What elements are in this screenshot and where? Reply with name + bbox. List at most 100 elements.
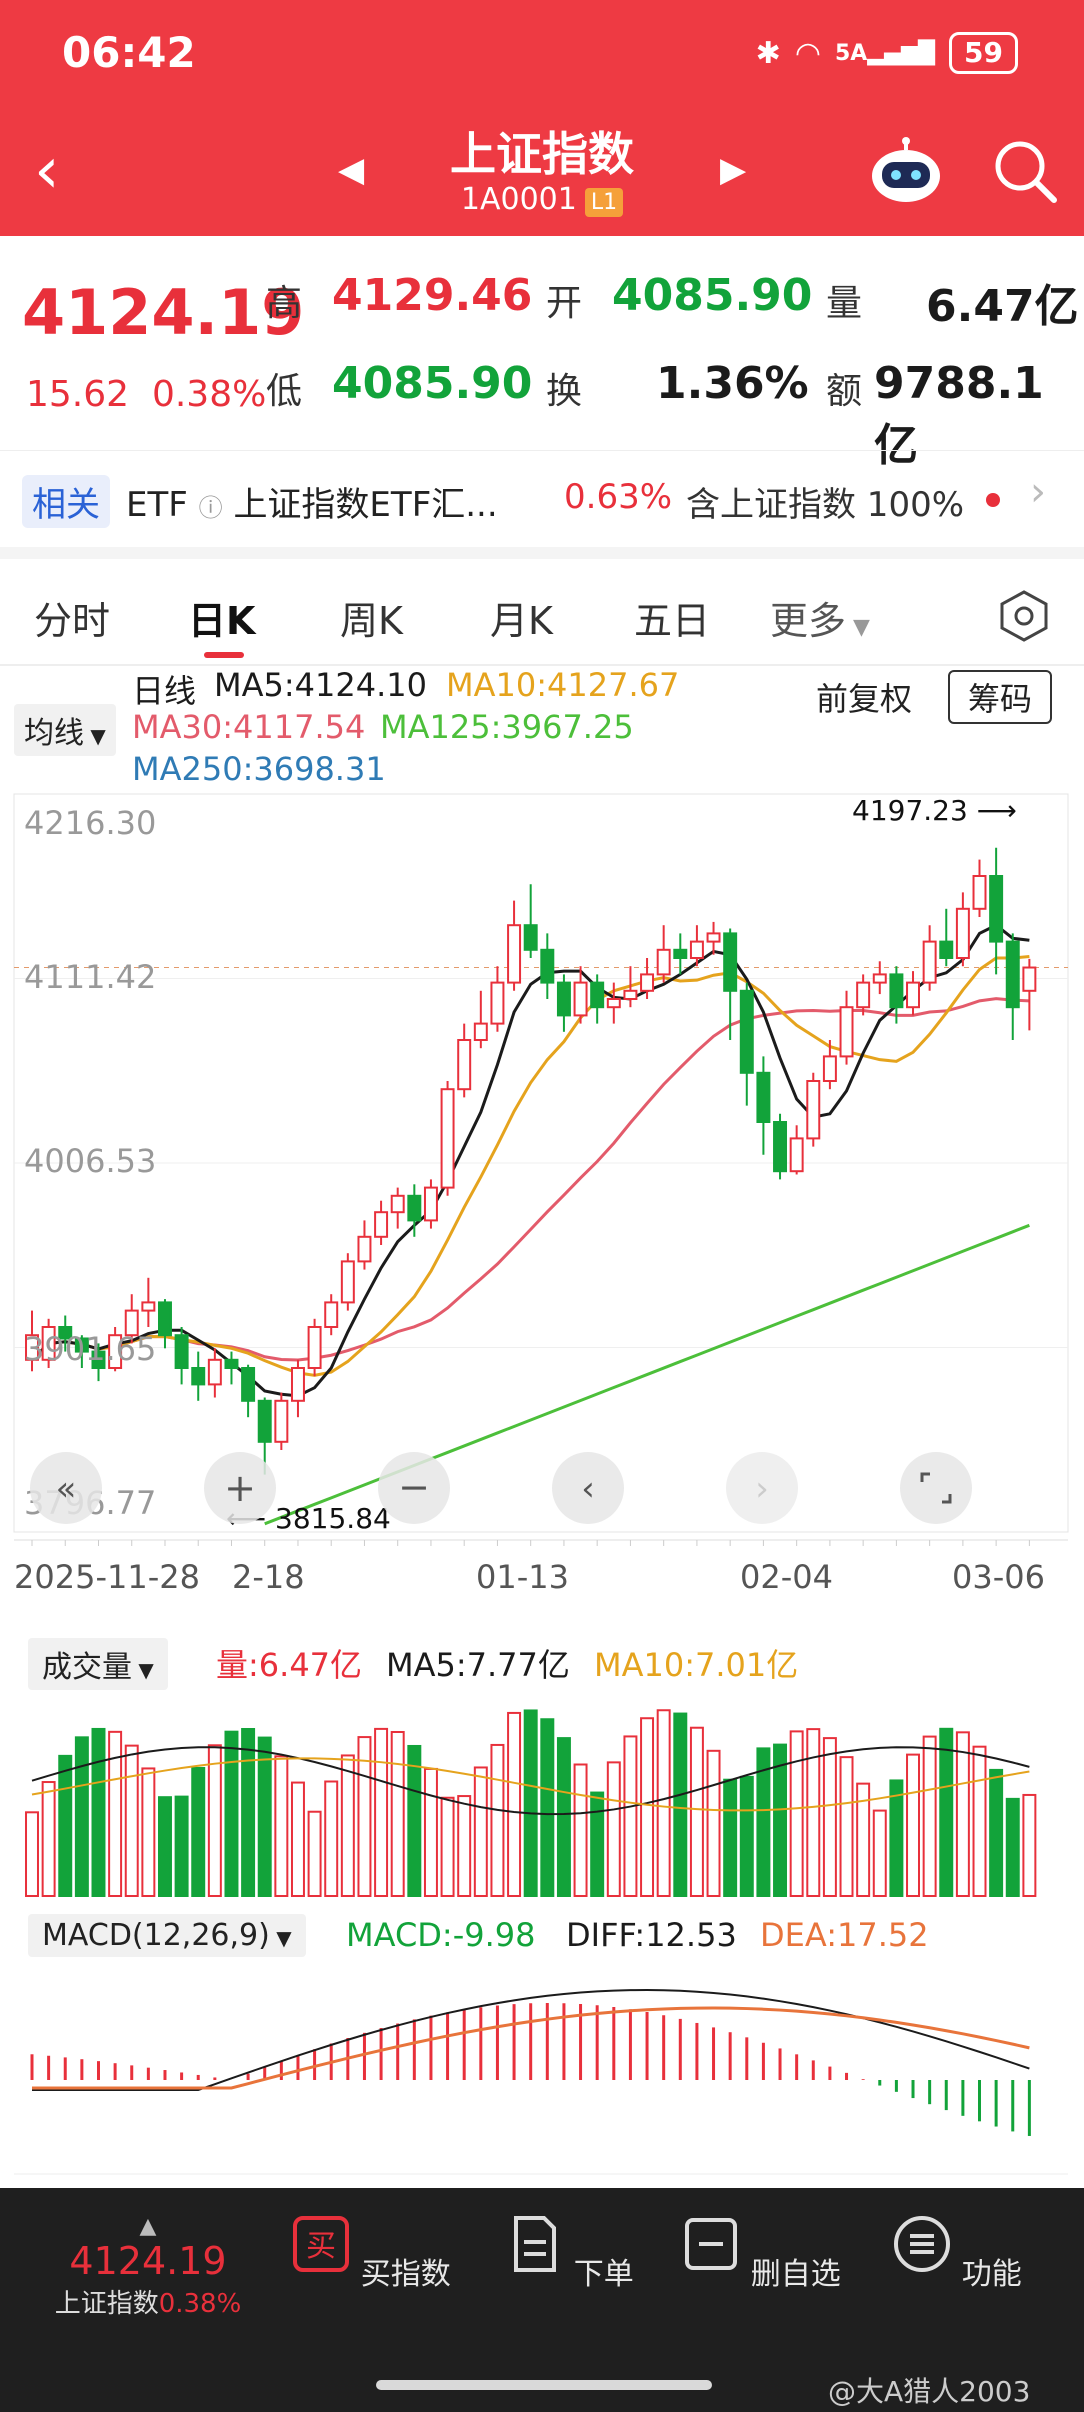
- volume-bar: [773, 1743, 788, 1898]
- tab-daily-k[interactable]: 日K: [188, 599, 256, 643]
- candle-body: [673, 948, 688, 960]
- candle-body: [507, 924, 522, 984]
- volume-bar: [989, 1768, 1004, 1897]
- candle-body: [407, 1194, 422, 1222]
- amount-value: 9788.1亿: [874, 358, 1044, 471]
- tab-weekly-k[interactable]: 周K: [340, 599, 403, 643]
- volume-bar: [789, 1730, 804, 1897]
- volume-bar: [689, 1726, 704, 1898]
- watermark: @大A猎人2003: [828, 2375, 1031, 2408]
- home-indicator[interactable]: [376, 2380, 712, 2390]
- volume-ma5-legend: MA5:7.77亿: [386, 1646, 570, 1684]
- order-button[interactable]: 下单: [484, 2214, 654, 2293]
- kline-chart[interactable]: [0, 780, 1084, 2180]
- volume-bar: [157, 1796, 172, 1897]
- volume-bar: [889, 1779, 904, 1897]
- candle-body: [91, 1350, 106, 1369]
- info-icon[interactable]: ⓘ: [198, 494, 223, 522]
- volume-bar: [141, 1767, 156, 1898]
- volume-bar: [922, 1735, 937, 1897]
- volume-bar: [174, 1795, 189, 1897]
- search-icon[interactable]: [990, 136, 1060, 206]
- candle-body: [257, 1399, 272, 1443]
- fullscreen-icon[interactable]: [896, 1448, 976, 1528]
- candle-body: [689, 940, 704, 960]
- candle-body: [906, 981, 921, 1009]
- zoom-in-icon[interactable]: +: [200, 1448, 280, 1528]
- volume-bar: [423, 1767, 438, 1898]
- turnover-label: 换: [546, 371, 583, 412]
- caret-down-icon: ▼: [84, 724, 106, 748]
- candle-body: [141, 1301, 156, 1312]
- remove-watchlist-button[interactable]: 删自选: [676, 2214, 846, 2293]
- scroll-right-icon[interactable]: ›: [722, 1448, 802, 1528]
- candle-body: [955, 907, 970, 960]
- volume-bar: [58, 1754, 73, 1898]
- macd-selector-button[interactable]: MACD(12,26,9) ▼: [28, 1914, 306, 1957]
- back-icon[interactable]: ‹: [34, 134, 60, 208]
- ma-selector-button[interactable]: 均线 ▼: [14, 704, 116, 756]
- chevron-right-icon[interactable]: ›: [1030, 469, 1046, 515]
- scroll-left-icon[interactable]: ‹: [548, 1448, 628, 1528]
- candle-body: [1022, 966, 1037, 992]
- current-price: 4124.19: [22, 276, 305, 349]
- quote-panel: 4124.19 15.62 0.38% 高 4129.46 开 4085.90 …: [0, 236, 1084, 471]
- bottom-quote[interactable]: ▲ 4124.19 上证指数0.38%: [28, 2214, 268, 2320]
- ma5-legend: MA5:4124.10: [214, 666, 427, 704]
- tab-five-day[interactable]: 五日: [634, 599, 711, 643]
- function-button[interactable]: 功能: [872, 2214, 1042, 2293]
- chips-button[interactable]: 筹码: [948, 670, 1053, 724]
- open-label: 开: [546, 283, 583, 324]
- svg-text:«: «: [56, 1469, 77, 1509]
- notification-dot: [986, 493, 1000, 507]
- buy-index-button[interactable]: 买 买指数: [286, 2214, 456, 2293]
- ma30-legend: MA30:4117.54: [132, 708, 366, 746]
- volume-bar: [540, 1718, 555, 1897]
- remove-icon: [685, 2218, 738, 2270]
- svg-text:+: +: [224, 1466, 256, 1510]
- volume-bar: [556, 1737, 571, 1897]
- battery-icon: 59: [949, 32, 1018, 74]
- low-label: 低: [266, 371, 303, 412]
- volume-bar: [307, 1810, 322, 1897]
- related-etf-bar[interactable]: 相关 ETF ⓘ 上证指数ETF汇... 0.63% 含上证指数 100% ›: [0, 450, 1084, 559]
- price-axis-label: 4111.42: [24, 958, 157, 996]
- volume-bar: [723, 1778, 738, 1897]
- candle-body: [989, 875, 1004, 943]
- volume-bar: [856, 1782, 871, 1898]
- volume-bar: [207, 1744, 222, 1897]
- settings-hexagon-icon[interactable]: [996, 588, 1052, 644]
- zoom-out-icon[interactable]: −: [374, 1448, 454, 1528]
- volume-bar: [640, 1717, 655, 1897]
- tab-intraday[interactable]: 分时: [34, 599, 111, 643]
- prev-stock-icon[interactable]: ◀: [338, 150, 365, 190]
- volume-bar: [91, 1727, 106, 1897]
- turnover-value: 1.36%: [656, 358, 809, 409]
- candle-body: [357, 1235, 372, 1263]
- status-bar: 06:42 ✱ ◠ 5A▂▄▆█ 59: [0, 0, 1084, 110]
- volume-bar: [972, 1745, 987, 1898]
- stock-code: 1A0001 L1: [0, 182, 1084, 217]
- robot-assistant-icon[interactable]: [866, 136, 946, 206]
- caret-down-icon: ▼: [846, 615, 870, 640]
- scroll-left-fast-icon[interactable]: «: [26, 1448, 106, 1528]
- volume-value: 6.47亿: [926, 281, 1079, 332]
- price-change: 15.62 0.38%: [26, 374, 267, 415]
- tab-monthly-k[interactable]: 月K: [490, 599, 553, 643]
- volume-bar: [822, 1737, 837, 1897]
- adjust-mode[interactable]: 前复权: [816, 680, 913, 718]
- volume-bar: [374, 1727, 389, 1898]
- next-stock-icon[interactable]: ▶: [720, 150, 747, 190]
- tab-more[interactable]: 更多 ▼: [770, 599, 870, 643]
- volume-bar: [340, 1754, 355, 1897]
- dea-line: [32, 2006, 1030, 2090]
- candle-body: [540, 948, 555, 984]
- volume-selector-button[interactable]: 成交量 ▼: [28, 1638, 168, 1690]
- candle-body: [457, 1039, 472, 1091]
- candle-body: [440, 1088, 455, 1189]
- candle-body: [191, 1367, 206, 1386]
- volume-bar: [756, 1747, 771, 1897]
- volume-bar: [274, 1755, 289, 1897]
- volume-bar: [623, 1735, 638, 1897]
- candle-body: [856, 981, 871, 1009]
